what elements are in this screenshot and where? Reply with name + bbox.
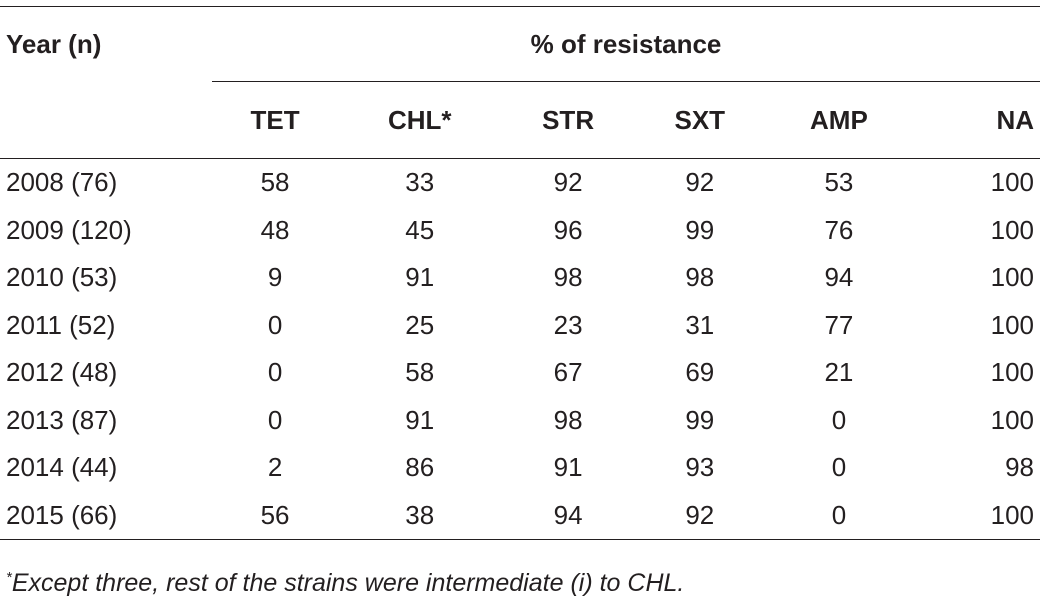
value-cell-amp: 53 bbox=[824, 167, 854, 198]
year-cell: 2015 (66) bbox=[0, 491, 212, 540]
header-row-group: Year (n) % of resistance bbox=[0, 6, 1040, 82]
value-cell-chl: 91 bbox=[405, 404, 435, 435]
table-row: 2010 (53) 9 91 98 98 94 100 bbox=[0, 254, 1040, 302]
value-cell-str: 94 bbox=[501, 491, 635, 540]
value-cell-chl: 58 bbox=[405, 357, 435, 388]
resistance-group-header: % of resistance bbox=[212, 6, 1040, 82]
value-cell-tet: 2 bbox=[267, 452, 283, 483]
value-cell-tet: 58 bbox=[260, 167, 290, 198]
value-cell-chl: 91 bbox=[405, 262, 435, 293]
value-cell-chl: 25 bbox=[405, 309, 435, 340]
year-cell: 2008 (76) bbox=[6, 167, 118, 198]
year-cell: 2014 (44) bbox=[6, 452, 118, 483]
value-cell-str: 96 bbox=[553, 214, 583, 245]
column-header-na: NA bbox=[913, 81, 1040, 159]
value-cell-na: 100 bbox=[990, 357, 1034, 388]
resistance-group-label: % of resistance bbox=[530, 28, 722, 59]
value-cell-tet: 0 bbox=[267, 309, 283, 340]
value-cell-sxt: 31 bbox=[685, 309, 715, 340]
value-cell-sxt: 92 bbox=[685, 167, 715, 198]
value-cell-tet: 56 bbox=[212, 491, 339, 540]
value-cell-na: 100 bbox=[990, 309, 1034, 340]
value-cell-sxt: 93 bbox=[685, 452, 715, 483]
value-cell-str: 98 bbox=[553, 404, 583, 435]
value-cell-amp: 0 bbox=[831, 404, 847, 435]
value-cell-str: 67 bbox=[553, 357, 583, 388]
value-cell-sxt: 99 bbox=[685, 404, 715, 435]
table-row: 2013 (87) 0 91 98 99 0 100 bbox=[0, 397, 1040, 445]
value-cell-chl: 86 bbox=[405, 452, 435, 483]
value-cell-amp: 0 bbox=[831, 452, 847, 483]
value-cell-na: 100 bbox=[913, 491, 1040, 540]
table-row: 2008 (76) 58 33 92 92 53 100 bbox=[0, 159, 1040, 207]
value-cell-na: 100 bbox=[990, 404, 1034, 435]
value-cell-sxt: 99 bbox=[685, 214, 715, 245]
column-header-chl: CHL* bbox=[338, 81, 502, 159]
year-cell: 2010 (53) bbox=[6, 262, 118, 293]
value-cell-amp: 94 bbox=[824, 262, 854, 293]
value-cell-tet: 48 bbox=[260, 214, 290, 245]
table-row: 2011 (52) 0 25 23 31 77 100 bbox=[0, 302, 1040, 350]
column-header-tet: TET bbox=[212, 81, 339, 159]
value-cell-str: 92 bbox=[553, 167, 583, 198]
year-cell: 2011 (52) bbox=[6, 309, 116, 340]
value-cell-chl: 33 bbox=[405, 167, 435, 198]
value-cell-str: 23 bbox=[553, 309, 583, 340]
value-cell-amp: 77 bbox=[824, 309, 854, 340]
value-cell-sxt: 98 bbox=[685, 262, 715, 293]
year-header: Year (n) bbox=[0, 6, 212, 82]
year-cell: 2013 (87) bbox=[6, 404, 118, 435]
footnote-marker: * bbox=[6, 569, 12, 586]
value-cell-sxt: 92 bbox=[634, 491, 765, 540]
column-header-sxt: SXT bbox=[634, 81, 765, 159]
value-cell-na: 100 bbox=[990, 167, 1034, 198]
value-cell-amp: 76 bbox=[824, 214, 854, 245]
value-cell-tet: 0 bbox=[267, 357, 283, 388]
value-cell-na: 100 bbox=[990, 262, 1034, 293]
value-cell-tet: 0 bbox=[267, 404, 283, 435]
column-header-str: STR bbox=[501, 81, 635, 159]
table-footnote: *Except three, rest of the strains were … bbox=[6, 569, 684, 598]
value-cell-na: 98 bbox=[1005, 452, 1034, 483]
header-row-columns: TET CHL* STR SXT AMP NA bbox=[0, 81, 1040, 159]
footnote-text: Except three, rest of the strains were i… bbox=[11, 569, 685, 597]
value-cell-str: 98 bbox=[553, 262, 583, 293]
table-row: 2015 (66) 56 38 94 92 0 100 bbox=[0, 491, 1040, 540]
value-cell-sxt: 69 bbox=[685, 357, 715, 388]
year-cell: 2012 (48) bbox=[6, 357, 118, 388]
column-header-amp: AMP bbox=[764, 81, 914, 159]
table-row: 2009 (120) 48 45 96 99 76 100 bbox=[0, 207, 1040, 255]
year-header-spacer bbox=[0, 81, 212, 159]
value-cell-str: 91 bbox=[553, 452, 583, 483]
value-cell-chl: 38 bbox=[338, 491, 502, 540]
resistance-table: Year (n) % of resistance TET CHL* STR SX… bbox=[0, 6, 1040, 540]
value-cell-tet: 9 bbox=[267, 262, 283, 293]
value-cell-amp: 21 bbox=[824, 357, 854, 388]
value-cell-na: 100 bbox=[990, 214, 1034, 245]
table-row: 2012 (48) 0 58 67 69 21 100 bbox=[0, 349, 1040, 397]
value-cell-amp: 0 bbox=[764, 491, 914, 540]
table-row: 2014 (44) 2 86 91 93 0 98 bbox=[0, 444, 1040, 492]
year-cell: 2009 (120) bbox=[6, 214, 132, 245]
value-cell-chl: 45 bbox=[405, 214, 435, 245]
